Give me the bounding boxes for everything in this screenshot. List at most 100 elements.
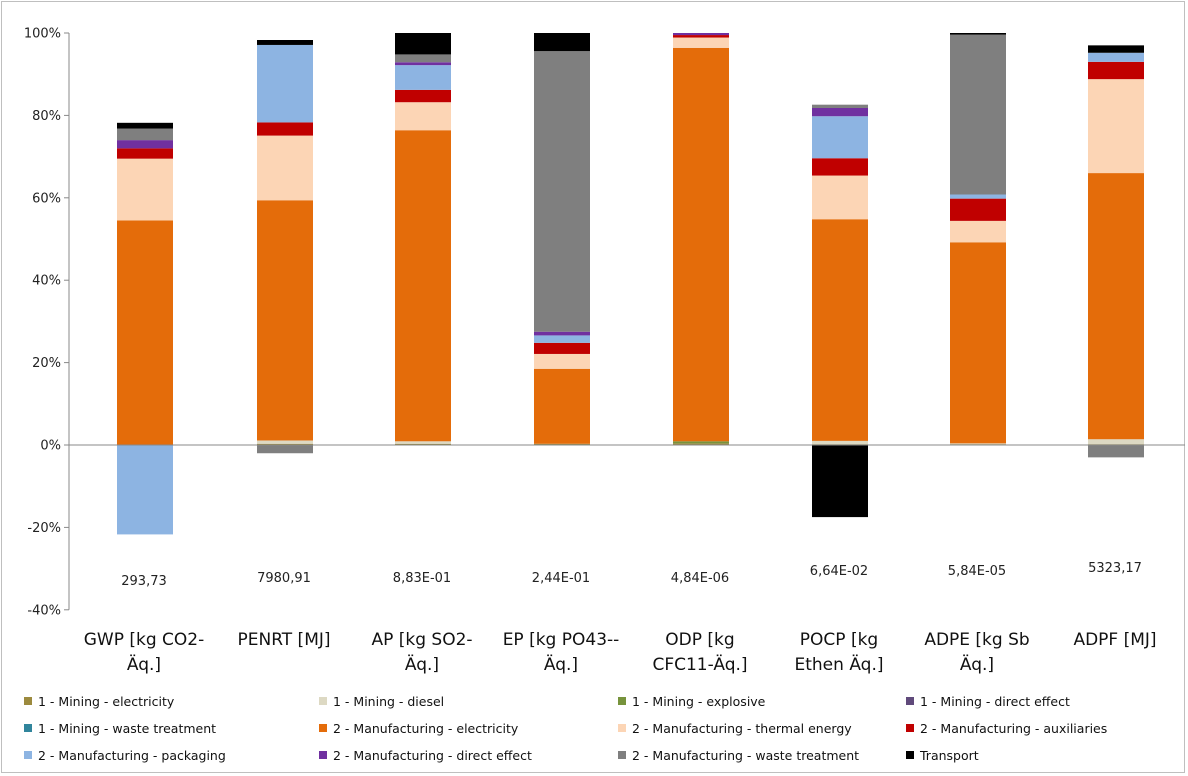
category-label: Äq.]: [405, 654, 439, 675]
category-labels: GWP [kg CO2- Äq.] PENRT [MJ] AP [kg SO2- Äq.…: [84, 630, 1157, 675]
bar-segment-3-5: [534, 368, 590, 444]
y-tick-label: 100%: [24, 27, 61, 42]
category-label: AP [kg SO2-: [371, 630, 472, 650]
bar-segment-5-6: [812, 175, 868, 220]
bar-segment-2-11: [395, 33, 451, 55]
legend-swatch: [24, 724, 32, 732]
category-label: ODP [kg: [665, 630, 734, 650]
y-tick-label: -20%: [27, 521, 61, 536]
legend-swatch: [24, 751, 32, 759]
bar-segment-2-8: [395, 65, 451, 90]
bar-segment-6-7: [950, 198, 1006, 221]
y-tick-label: 0%: [40, 439, 61, 454]
category-label: CFC11-Äq.]: [652, 654, 747, 675]
legend-item: 1 - Mining - waste treatment: [24, 721, 216, 736]
bar-segment-4-6: [673, 37, 729, 48]
y-tick-labels: 100% 80% 60% 40% 20% 0% -20% -40%: [24, 27, 61, 619]
legend-swatch: [906, 697, 914, 705]
bar-segment-6-11: [950, 33, 1006, 35]
bar-segment-0-9: [117, 140, 173, 149]
bar-segment-3-6: [534, 353, 590, 369]
bar-segment-2-0: [395, 443, 451, 445]
category-label: Äq.]: [127, 654, 161, 675]
legend-swatch: [319, 751, 327, 759]
legend-label: 2 - Manufacturing - packaging: [38, 748, 226, 763]
bar-segment-5-8: [812, 116, 868, 159]
legend-swatch: [906, 751, 914, 759]
category-label: Äq.]: [544, 654, 578, 675]
category-label: PENRT [MJ]: [237, 630, 330, 650]
legend-swatch: [618, 751, 626, 759]
bar-segment-2-10: [395, 54, 451, 63]
bar-segment-7-8: [1088, 52, 1144, 62]
legend: 1 - Mining - electricity 1 - Mining - die…: [24, 694, 1107, 763]
y-tick-label: 80%: [32, 109, 61, 124]
legend-item: 1 - Mining - diesel: [319, 694, 444, 709]
bar-segment-2-7: [395, 89, 451, 103]
legend-swatch: [906, 724, 914, 732]
legend-label: 1 - Mining - diesel: [333, 694, 444, 709]
bar-segment-3-9: [534, 331, 590, 336]
total-label: 5323,17: [1088, 561, 1142, 576]
legend-item: 2 - Manufacturing - electricity: [319, 721, 519, 736]
bar-segment-2-9: [395, 62, 451, 66]
bar-segment-2-5: [395, 130, 451, 442]
total-label: 5,84E-05: [948, 564, 1006, 579]
bar-segment-6-6: [950, 220, 1006, 243]
bar-segment-1-1: [257, 440, 313, 444]
bar-segment-1-5: [257, 200, 313, 441]
bar-segment-3-0: [534, 443, 590, 445]
y-tick-label: 20%: [32, 356, 61, 371]
legend-item: 2 - Manufacturing - packaging: [24, 748, 226, 763]
category-label: EP [kg PO43--: [503, 630, 620, 650]
y-tick-label: 60%: [32, 191, 61, 206]
bar-segment-0-8: [117, 445, 173, 535]
legend-label: 1 - Mining - electricity: [38, 694, 175, 709]
bar-segment-1-0: [257, 443, 313, 445]
bar-segment-7-1: [1088, 439, 1144, 445]
bar-segment-2-1: [395, 441, 451, 444]
bar-segment-7-6: [1088, 79, 1144, 174]
bar-segment-4-0: [673, 443, 729, 445]
bar-segment-1-10: [257, 445, 313, 454]
legend-item: 2 - Manufacturing - auxiliaries: [906, 721, 1107, 736]
bar-segment-0-6: [117, 158, 173, 221]
bar-segment-5-1: [812, 440, 868, 445]
legend-label: 1 - Mining - explosive: [632, 694, 766, 709]
legend-label: 2 - Manufacturing - electricity: [333, 721, 519, 736]
bar-segment-0-7: [117, 148, 173, 159]
bar-segment-6-10: [950, 34, 1006, 195]
bar-segment-7-5: [1088, 173, 1144, 440]
category-label: GWP [kg CO2-: [84, 630, 205, 650]
legend-label: 2 - Manufacturing - direct effect: [333, 748, 532, 763]
total-labels: 293,73 7980,91 8,83E-01 2,44E-01 4,84E-06 6,6…: [121, 561, 1142, 589]
bar-segment-6-5: [950, 242, 1006, 444]
legend-item: 2 - Manufacturing - thermal energy: [618, 721, 852, 736]
legend-swatch: [24, 697, 32, 705]
bar-segment-1-8: [257, 44, 313, 123]
legend-swatch: [319, 724, 327, 732]
total-label: 293,73: [121, 574, 167, 589]
bar-segment-6-1: [950, 443, 1006, 445]
bar-segment-4-9: [673, 33, 729, 36]
bar-segment-3-7: [534, 342, 590, 354]
legend-item: 1 - Mining - explosive: [618, 694, 766, 709]
legend-label: 1 - Mining - direct effect: [920, 694, 1070, 709]
total-label: 7980,91: [257, 571, 311, 586]
legend-label: 2 - Manufacturing - auxiliaries: [920, 721, 1107, 736]
category-label: ADPF [MJ]: [1073, 630, 1156, 650]
bar-segment-7-7: [1088, 61, 1144, 80]
bar-segment-0-10: [117, 128, 173, 141]
bar-segment-0-11: [117, 122, 173, 129]
total-label: 6,64E-02: [810, 564, 868, 579]
bar-segment-1-7: [257, 122, 313, 136]
bar-segment-5-7: [812, 158, 868, 176]
legend-item: 2 - Manufacturing - waste treatment: [618, 748, 859, 763]
bar-segment-1-11: [257, 40, 313, 45]
legend-label: Transport: [919, 748, 979, 763]
bar-segment-5-9: [812, 107, 868, 117]
bar-segment-3-11: [534, 33, 590, 52]
legend-item: 2 - Manufacturing - direct effect: [319, 748, 532, 763]
